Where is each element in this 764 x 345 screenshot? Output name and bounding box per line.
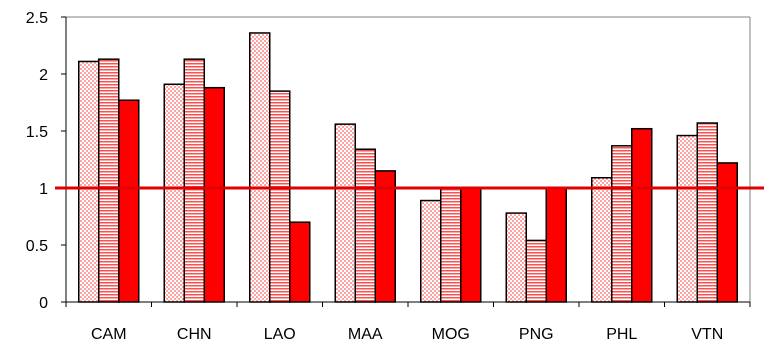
bar-phl-solid <box>631 127 653 303</box>
bar-vtn-striped <box>696 122 718 303</box>
bar-png-striped <box>525 239 547 303</box>
bar-mog-striped <box>440 187 462 303</box>
x-tick-label: MAA <box>348 326 383 343</box>
bar-chn-striped <box>183 58 205 303</box>
bar-mog-dotted <box>420 199 442 303</box>
bar-cam-dotted <box>78 60 100 303</box>
bar-chn-solid <box>203 86 225 303</box>
x-tick-label: CHN <box>177 326 212 343</box>
bar-maa-solid <box>374 170 396 303</box>
plot-area: CAM CHN LAO MAA MOG PNG PHL VTN 0 0.5 1 1.5 2 2.5 <box>26 10 764 343</box>
x-tick-label: PHL <box>606 326 637 343</box>
bar-phl-striped <box>611 145 633 303</box>
bar-mog-solid <box>460 187 482 303</box>
x-tick-label: PNG <box>519 326 554 343</box>
y-tick-label: 0 <box>39 295 48 312</box>
bar-phl-dotted <box>591 176 613 303</box>
y-tick-label: 2 <box>39 67 48 84</box>
x-tick-label: CAM <box>91 326 127 343</box>
bar-vtn-solid <box>716 162 738 303</box>
x-tick-label: MOG <box>432 326 470 343</box>
x-tick-label: LAO <box>264 326 296 343</box>
bar-chn-dotted <box>163 83 185 303</box>
bar-lao-striped <box>269 90 291 303</box>
bar-lao-solid <box>289 221 311 303</box>
bar-lao-dotted <box>249 32 271 303</box>
bar-png-solid <box>545 187 567 303</box>
bar-cam-solid <box>118 99 140 303</box>
y-tick-label: 2.5 <box>26 10 48 27</box>
y-tick-label: 1.5 <box>26 124 48 141</box>
x-tick-label: VTN <box>691 326 723 343</box>
bar-vtn-dotted <box>676 134 698 303</box>
y-tick-label: 1 <box>39 181 48 198</box>
bar-cam-striped <box>98 58 120 303</box>
bar-maa-dotted <box>334 123 356 303</box>
bar-maa-striped <box>354 148 376 303</box>
bar-png-dotted <box>505 212 527 303</box>
y-tick-label: 0.5 <box>26 238 48 255</box>
